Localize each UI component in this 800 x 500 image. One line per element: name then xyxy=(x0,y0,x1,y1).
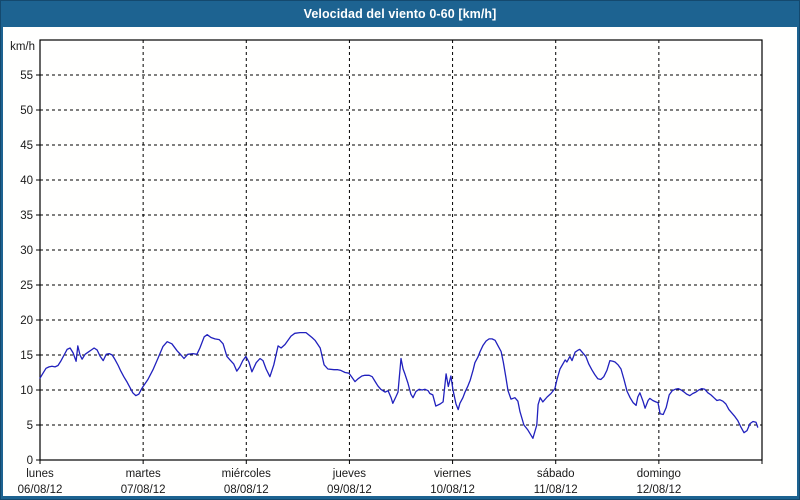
y-tick-label: 15 xyxy=(20,350,33,362)
y-tick-label: 40 xyxy=(20,175,33,187)
y-tick-label: 20 xyxy=(20,315,33,327)
y-tick-label: 50 xyxy=(20,105,33,117)
x-date-label: 10/08/12 xyxy=(430,484,475,496)
x-date-label: 12/08/12 xyxy=(636,484,681,496)
y-tick-label: 35 xyxy=(20,210,33,222)
y-tick-label: 5 xyxy=(27,420,33,432)
y-tick-label: 0 xyxy=(27,455,33,467)
y-tick-label: 10 xyxy=(20,385,33,397)
wind-speed-series-line xyxy=(39,331,759,439)
x-date-label: 07/08/12 xyxy=(121,484,166,496)
y-tick-label: 45 xyxy=(20,140,33,152)
window-title: Velocidad del viento 0-60 [km/h] xyxy=(303,6,497,21)
x-date-label: 11/08/12 xyxy=(534,484,578,496)
x-date-label: 09/08/12 xyxy=(327,484,372,496)
x-day-label: domingo xyxy=(637,468,681,480)
chart-panel xyxy=(3,27,797,496)
x-day-label: jueves xyxy=(332,468,366,480)
x-day-label: martes xyxy=(126,468,161,480)
x-date-label: 08/08/12 xyxy=(224,484,269,496)
y-tick-label: 55 xyxy=(20,70,33,82)
y-axis-unit-label: km/h xyxy=(10,41,35,53)
y-tick-label: 30 xyxy=(20,245,33,257)
title-bar: Velocidad del viento 0-60 [km/h] xyxy=(0,0,800,27)
x-day-label: sábado xyxy=(537,468,575,480)
x-day-label: lunes xyxy=(26,468,54,480)
y-tick-label: 25 xyxy=(20,280,33,292)
x-day-label: miércoles xyxy=(222,468,271,480)
x-date-label: 06/08/12 xyxy=(18,484,63,496)
x-day-label: viernes xyxy=(434,468,471,480)
